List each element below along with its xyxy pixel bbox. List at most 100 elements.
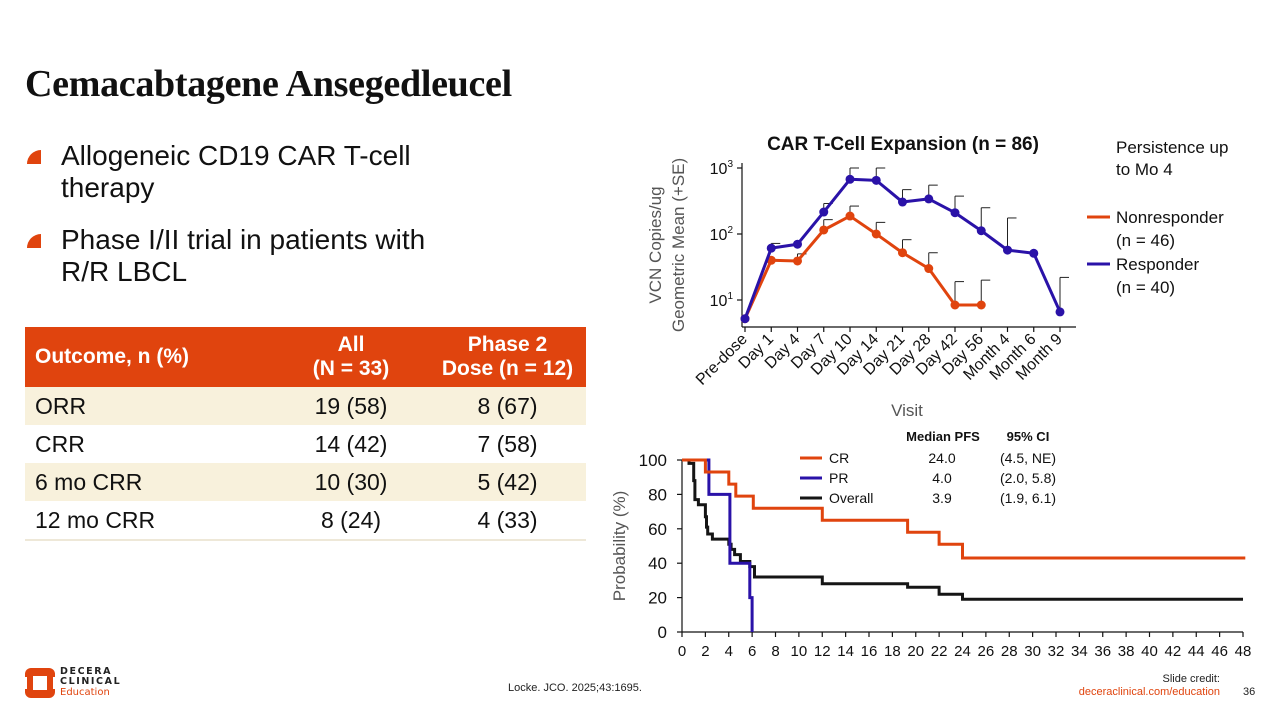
data-point: [740, 314, 750, 324]
data-point: [819, 225, 829, 235]
km-y-tick-label: 20: [648, 589, 667, 608]
km-y-tick-label: 40: [648, 554, 667, 573]
table-row: CRR 14 (42) 7 (58): [25, 425, 586, 463]
km-y-tick-label: 0: [658, 623, 667, 642]
data-point: [871, 175, 881, 185]
km-y-tick-label: 60: [648, 520, 667, 539]
slide-credit-label: Slide credit:: [1162, 673, 1220, 685]
cell-phase2: 7 (58): [477, 430, 538, 457]
cell-phase2: 8 (67): [429, 387, 586, 425]
data-point: [793, 239, 802, 249]
km-x-tick-label: 38: [1118, 643, 1135, 660]
bullet-list: Allogeneic CD19 CAR T-cell therapy Phase…: [25, 140, 545, 308]
data-point: [976, 300, 986, 310]
expansion-legend: Nonresponder (n = 46) Responder (n = 40): [1087, 208, 1224, 297]
km-legend-header-median: Median PFS: [906, 429, 980, 444]
km-x-tick-label: 28: [1001, 643, 1018, 660]
km-x-tick-label: 4: [725, 643, 733, 660]
cell-outcome: 12 mo CRR: [25, 501, 273, 541]
legend-nonresponder-line1: Nonresponder: [1116, 208, 1224, 227]
km-legend-label-overall: Overall: [829, 490, 873, 506]
km-x-tick-label: 46: [1211, 643, 1228, 660]
km-legend-ci: (4.5, NE): [1000, 450, 1056, 466]
km-x-tick-label: 26: [978, 643, 995, 660]
km-legend-label-cr: CR: [829, 450, 849, 466]
header-phase2: Phase 2 Dose (n = 12): [429, 327, 586, 387]
cell-all: 10 (30): [273, 463, 429, 501]
legend-nonresponder-line2: (n = 46): [1116, 231, 1175, 250]
km-curve-cr: [682, 458, 1246, 560]
cell-all: 14 (42): [314, 430, 388, 457]
km-legend-label-pr: PR: [829, 470, 848, 486]
data-point: [845, 211, 855, 221]
series-line: [743, 214, 982, 320]
table-row: 6 mo CRR 10 (30) 5 (42): [25, 463, 586, 501]
expansion-y-tick-label: 101: [710, 291, 734, 310]
cell-all: 8 (24): [273, 501, 429, 541]
km-legend-ci: (2.0, 5.8): [1000, 470, 1056, 486]
legend-responder-line1: Responder: [1116, 255, 1200, 274]
data-point: [950, 300, 960, 310]
km-legend-median: 4.0: [932, 470, 952, 486]
km-y-tick-label: 80: [648, 485, 667, 504]
km-x-tick-label: 18: [884, 643, 901, 660]
data-point: [950, 208, 960, 218]
km-x-tick-label: 20: [907, 643, 924, 660]
decera-logo-icon: [24, 668, 56, 698]
data-point: [871, 229, 881, 239]
logo-text-education: Education: [60, 687, 110, 698]
data-point: [766, 243, 776, 253]
km-legend-ci: (1.9, 6.1): [1000, 490, 1056, 506]
slide-credit: Slide credit: deceraclinical.com/educati…: [1079, 673, 1220, 699]
km-x-tick-label: 8: [771, 643, 779, 660]
km-x-tick-label: 36: [1094, 643, 1111, 660]
cell-all: 19 (58): [273, 387, 429, 425]
table-row: ORR 19 (58) 8 (67): [25, 387, 586, 425]
header-phase2-line2: Dose (n = 12): [441, 357, 574, 380]
km-x-tick-label: 40: [1141, 643, 1158, 660]
km-x-tick-label: 22: [931, 643, 948, 660]
km-y-tick-label: 100: [639, 451, 667, 470]
data-point: [976, 226, 986, 236]
persistence-annotation-line2: to Mo 4: [1116, 160, 1173, 179]
slide-title: Cemacabtagene Ansegedleucel: [25, 63, 512, 105]
expansion-ylabel-line1: VCN Copies/ug: [646, 186, 665, 303]
data-point: [1003, 245, 1012, 255]
data-point: [924, 194, 934, 204]
bullet-marker-icon: [27, 150, 41, 164]
km-x-tick-label: 32: [1048, 643, 1065, 660]
persistence-annotation-line1: Persistence up: [1116, 138, 1228, 157]
km-legend: Median PFS 95% CI CR 24.0 (4.5, NE) PR 4.0 (2…: [800, 429, 1056, 506]
km-legend-median: 3.9: [932, 490, 952, 506]
expansion-chart-title: CAR T-Cell Expansion (n = 86): [767, 134, 1039, 155]
km-x-tick-label: 24: [954, 643, 971, 660]
km-x-tick-label: 44: [1188, 643, 1205, 660]
km-x-tick-label: 12: [814, 643, 831, 660]
citation: Locke. JCO. 2025;43:1695.: [508, 682, 642, 694]
slide-credit-link[interactable]: deceraclinical.com/education: [1078, 686, 1220, 698]
expansion-ylabel-line2: Geometric Mean (+SE): [669, 158, 688, 332]
logo-text-clinical: CLINICAL: [60, 676, 122, 687]
km-legend-header-ci: 95% CI: [1007, 429, 1050, 444]
km-x-tick-label: 14: [837, 643, 854, 660]
data-point: [793, 256, 802, 266]
header-all: All (N = 33): [273, 327, 429, 387]
expansion-chart: CAR T-Cell Expansion (n = 86) VCN Copies…: [646, 134, 1228, 420]
km-curve-overall: [682, 458, 1243, 601]
km-legend-median: 24.0: [928, 450, 955, 466]
bullet-item: Phase I/II trial in patients with R/R LB…: [25, 224, 545, 288]
table-row: 12 mo CRR 8 (24) 4 (33): [25, 501, 586, 541]
legend-responder-line2: (n = 40): [1116, 278, 1175, 297]
expansion-y-tick-label: 103: [710, 159, 734, 178]
cell-phase2: 4 (33): [429, 501, 586, 541]
data-point: [924, 264, 934, 274]
km-x-tick-label: 10: [791, 643, 808, 660]
expansion-xlabel: Visit: [891, 401, 923, 420]
km-x-tick-label: 34: [1071, 643, 1088, 660]
km-x-tick-label: 2: [701, 643, 709, 660]
data-point: [898, 248, 907, 258]
outcome-table: Outcome, n (%) All (N = 33) Phase 2 Dose (…: [25, 327, 586, 541]
km-x-tick-label: 48: [1235, 643, 1252, 660]
decera-logo: DECERA CLINICAL Education: [24, 667, 144, 699]
